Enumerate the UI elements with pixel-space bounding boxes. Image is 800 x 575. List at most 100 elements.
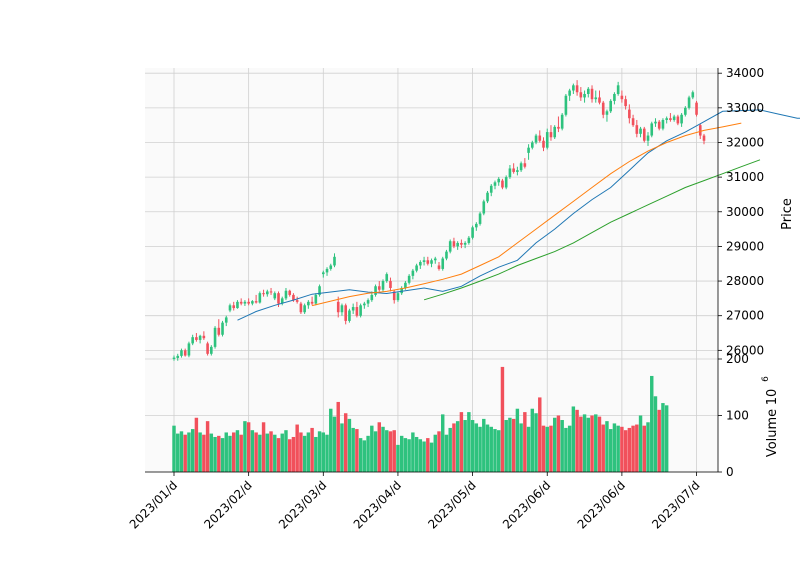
candle-body: [221, 322, 224, 335]
candle-body: [504, 177, 508, 188]
volume-bar: [302, 435, 307, 472]
volume-bar: [441, 414, 445, 472]
candle-body: [594, 97, 598, 100]
volume-bar: [284, 430, 288, 472]
candle-body: [224, 317, 228, 323]
volume-axis-ticks: 0 100 200: [718, 352, 749, 479]
volume-bar: [213, 436, 217, 472]
candle-body: [646, 135, 650, 141]
volume-bar: [485, 424, 490, 472]
candle-body: [575, 85, 579, 93]
volume-bar: [373, 431, 378, 472]
candle-body: [213, 327, 217, 347]
candle-body: [422, 260, 426, 262]
volume-bar: [590, 415, 594, 472]
volume-bar: [276, 438, 281, 472]
volume-bar: [653, 396, 658, 472]
volume-bar: [190, 429, 195, 472]
volume-bar: [500, 366, 505, 472]
candle-body: [396, 293, 400, 301]
volume-bar: [664, 405, 669, 472]
volume-bar: [187, 432, 191, 472]
volume-bar: [329, 408, 333, 472]
volume-bar: [228, 435, 232, 472]
volume-bar: [258, 434, 262, 472]
candle-body: [489, 185, 493, 193]
volume-bar: [198, 432, 202, 472]
candle-body: [284, 290, 288, 299]
volume-bar: [478, 426, 482, 472]
volume-bar: [265, 433, 270, 472]
volume-bar: [605, 421, 609, 472]
candle-body: [601, 102, 605, 115]
volume-bar: [366, 435, 370, 472]
volume-bar: [489, 426, 493, 472]
volume-bar: [403, 438, 408, 472]
candle-body: [239, 301, 243, 304]
candle-body: [228, 305, 232, 311]
candle-body: [501, 180, 504, 188]
candle-body: [635, 125, 639, 134]
candle-body: [355, 307, 359, 316]
candle-body: [553, 126, 557, 138]
volume-bar: [571, 406, 576, 472]
volume-bar: [545, 426, 549, 472]
volume-bar: [519, 423, 523, 472]
volume-bar: [474, 423, 479, 472]
volume-bar: [235, 430, 240, 472]
volume-bar: [280, 433, 284, 472]
volume-bar: [433, 434, 437, 472]
volume-bar: [650, 375, 654, 472]
candle-body: [307, 301, 310, 306]
candle-body: [583, 93, 586, 98]
candle-body: [407, 275, 411, 283]
volume-bar: [635, 424, 639, 472]
candle-body: [400, 287, 403, 294]
candle-body: [698, 125, 702, 136]
volume-bar: [291, 436, 296, 472]
volume-bar: [414, 436, 419, 472]
volume-bar: [620, 426, 624, 472]
candle-body: [605, 111, 609, 115]
price-tick-label: 32000: [726, 135, 764, 149]
volume-bar: [508, 417, 512, 472]
candle-body: [448, 241, 452, 252]
candle-body: [243, 301, 247, 304]
volume-bar: [638, 415, 643, 472]
volume-bar: [452, 423, 456, 472]
volume-bar: [623, 430, 628, 472]
candle-body: [329, 265, 333, 269]
volume-bar: [321, 432, 326, 472]
candle-body: [516, 170, 519, 172]
candle-body: [411, 270, 415, 276]
volume-bar: [254, 432, 258, 472]
volume-bar: [597, 416, 602, 472]
candle-body: [258, 293, 262, 303]
candle-body: [266, 291, 269, 295]
volume-bar: [444, 434, 449, 472]
candle-body: [531, 142, 534, 148]
price-tick-label: 28000: [726, 274, 764, 288]
volume-bar: [388, 431, 393, 472]
candle-body: [277, 293, 280, 304]
price-tick-label: 26000: [726, 343, 764, 357]
volume-bar: [657, 409, 661, 472]
volume-bar: [392, 430, 396, 472]
volume-bar: [470, 420, 475, 472]
volume-bar: [176, 433, 180, 472]
candle-body: [191, 337, 194, 344]
volume-bar: [246, 422, 251, 472]
candle-body: [295, 300, 299, 302]
volume-bar: [642, 425, 646, 472]
volume-tick-label: 200: [726, 352, 749, 366]
candle-body: [348, 310, 351, 321]
candle-body: [598, 97, 601, 103]
candle-body: [381, 281, 385, 290]
candle-body: [303, 305, 306, 313]
volume-bar: [661, 403, 665, 472]
volume-bar: [385, 430, 389, 472]
candle-body: [568, 90, 571, 96]
volume-bar: [455, 421, 460, 472]
volume-bar: [347, 418, 352, 472]
candle-body: [176, 355, 180, 358]
